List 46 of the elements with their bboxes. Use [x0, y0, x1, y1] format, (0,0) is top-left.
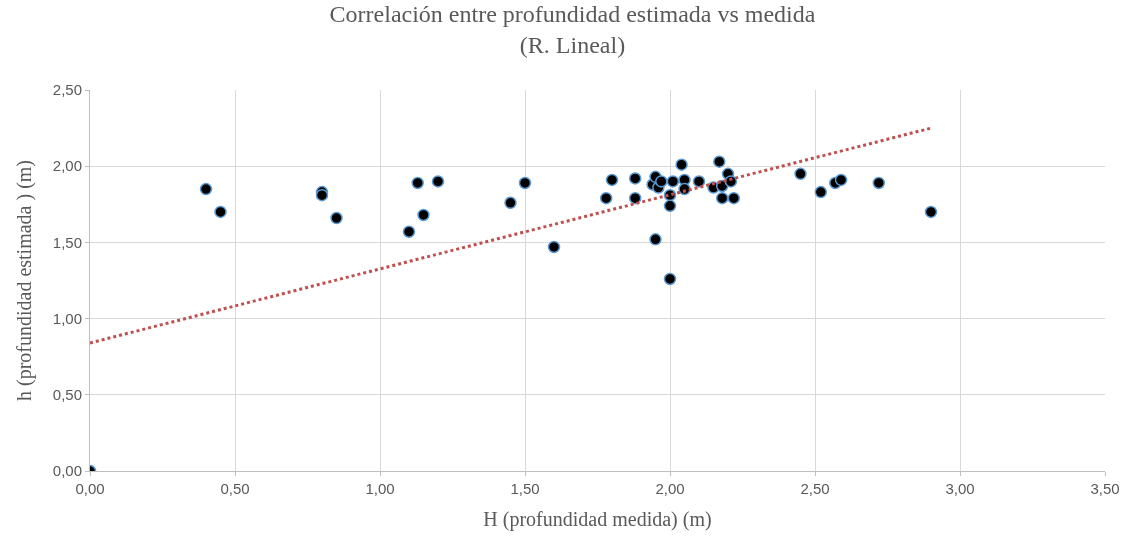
point: [504, 196, 517, 210]
point: [663, 199, 677, 213]
point: [663, 272, 677, 286]
chart-title: Correlación entre profundidad estimada vs medida (R. Lineal): [329, 0, 816, 58]
y-tick-label: 2,00: [52, 157, 82, 175]
point: [649, 233, 662, 246]
x-tick-label: 2,50: [800, 480, 830, 497]
point: [727, 191, 741, 205]
x-tick-label: 1,00: [365, 480, 395, 497]
point: [518, 176, 532, 190]
point: [692, 175, 706, 188]
x-tick-label: 2,00: [655, 480, 685, 497]
x-tick-label: 0,50: [220, 480, 250, 497]
point: [417, 208, 430, 222]
point: [628, 172, 642, 185]
x-tick-label: 0,00: [75, 480, 105, 497]
point: [675, 158, 688, 171]
point: [834, 173, 848, 187]
point: [605, 173, 619, 187]
point: [794, 167, 807, 181]
point: [599, 191, 613, 205]
x-axis-title: H (profundidad medida) (m): [483, 507, 712, 531]
point: [431, 175, 445, 188]
point: [628, 191, 642, 205]
y-axis-title: h (profundidad estimada ) (m): [13, 159, 37, 402]
x-tick-label: 1,50: [510, 480, 540, 497]
y-tick-label: 2,50: [52, 81, 82, 99]
point: [411, 176, 424, 190]
y-tick-label: 0,50: [52, 386, 82, 404]
point: [547, 240, 561, 254]
x-tick-label: 3,50: [1090, 480, 1120, 497]
point: [402, 225, 416, 238]
point: [814, 185, 828, 199]
point: [713, 155, 726, 168]
y-tick-label: 1,50: [52, 233, 82, 251]
y-tick-label: 1,00: [52, 309, 82, 327]
point: [715, 191, 729, 205]
x-tick-label: 3,00: [945, 480, 975, 497]
point: [330, 211, 343, 225]
point: [655, 175, 668, 188]
point: [924, 205, 938, 219]
point: [199, 182, 213, 196]
point: [666, 175, 680, 188]
y-tick-label: 0,00: [52, 462, 82, 480]
point: [214, 205, 227, 219]
point: [872, 176, 886, 190]
